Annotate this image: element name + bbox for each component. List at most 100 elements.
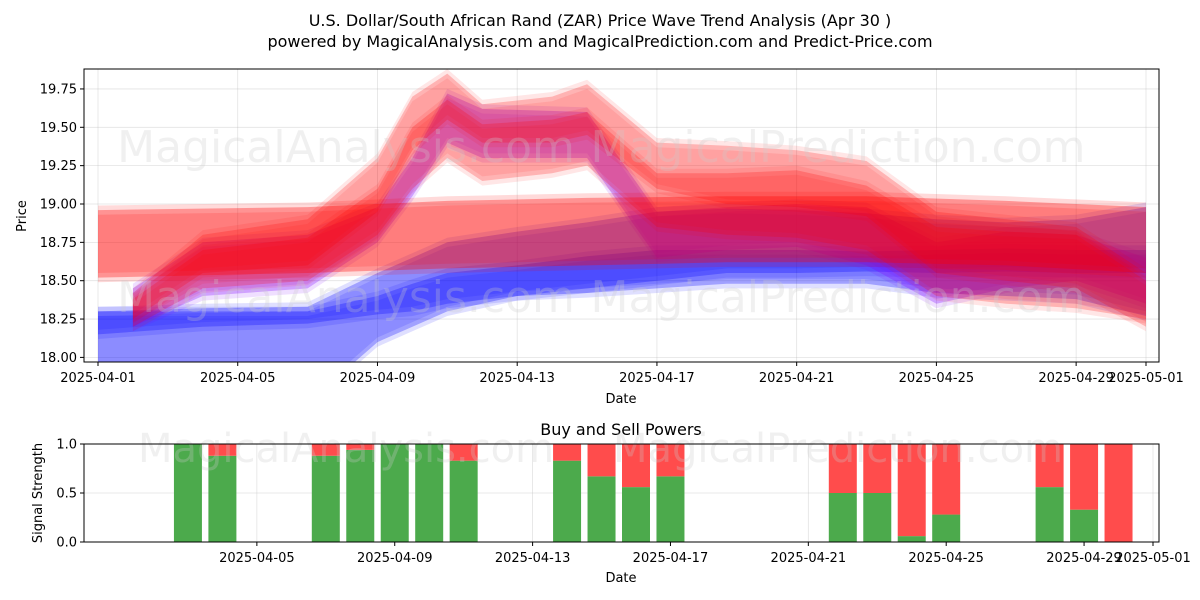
price-band-blue-trend-wide xyxy=(98,211,1146,339)
watermark-prediction-bottom: MagicalPrediction.com xyxy=(613,426,1063,472)
powers-title: Buy and Sell Powers xyxy=(540,420,702,439)
buy-bar xyxy=(173,444,202,542)
watermark-prediction-top: MagicalPrediction.com xyxy=(591,122,1086,173)
chart-title-line-1: U.S. Dollar/South African Rand (ZAR) Pri… xyxy=(309,11,892,30)
price-x-tick-label: 2025-04-13 xyxy=(479,371,555,386)
buy-bar xyxy=(415,444,444,542)
price-bands xyxy=(98,69,1146,362)
watermark-analysis-mid: MagicalAnalysis.com xyxy=(117,272,575,323)
buy-bar xyxy=(587,476,616,542)
sell-bar xyxy=(553,444,582,461)
powers-x-tick-label: 2025-04-17 xyxy=(633,551,709,566)
powers-x-tick-label: 2025-04-09 xyxy=(357,551,433,566)
buy-bar xyxy=(1035,487,1064,542)
watermark-analysis-bottom: MagicalAnalysis.com xyxy=(138,426,554,472)
watermark-prediction-mid: MagicalPrediction.com xyxy=(591,272,1086,323)
price-band-red-trend-wave-2 xyxy=(132,95,1146,323)
powers-x-axis-label: Date xyxy=(605,571,636,586)
buy-bar xyxy=(932,514,961,542)
price-x-tick-label: 2025-04-29 xyxy=(1038,371,1114,386)
sell-bar xyxy=(311,444,340,456)
powers-x-tick-label: 2025-04-29 xyxy=(1046,551,1122,566)
sell-bar xyxy=(1070,444,1099,510)
price-y-tick-label: 18.75 xyxy=(40,236,77,251)
buy-bar xyxy=(897,536,926,542)
powers-y-axis-label: Signal Strength xyxy=(31,443,46,543)
powers-x-tick-label: 2025-05-01 xyxy=(1115,551,1191,566)
price-x-tick-label: 2025-04-01 xyxy=(60,371,136,386)
chart-title-line-2: powered by MagicalAnalysis.com and Magic… xyxy=(267,32,932,51)
price-y-axis-label: Price xyxy=(15,200,30,232)
price-band-purple-trend xyxy=(132,88,1146,323)
sell-bar xyxy=(932,444,961,515)
price-y-tick-label: 18.00 xyxy=(40,351,77,366)
buy-bar xyxy=(449,460,478,542)
price-x-axis: 2025-04-01 2025-04-05 2025-04-09 2025-04-13… xyxy=(60,362,1184,386)
price-band-red-trend-wave-2 xyxy=(132,104,1146,332)
price-band-group xyxy=(98,69,1146,362)
price-band-purple-trend xyxy=(132,98,1146,332)
powers-y-tick-label: 0.0 xyxy=(56,536,77,551)
powers-x-tick-label: 2025-04-21 xyxy=(771,551,847,566)
powers-y-tick-label: 0.5 xyxy=(56,487,77,502)
price-band-red-trend-flat xyxy=(98,196,1146,278)
sell-bar xyxy=(897,444,926,537)
price-y-tick-label: 19.75 xyxy=(40,82,77,97)
price-x-tick-label: 2025-04-21 xyxy=(759,371,835,386)
sell-bar xyxy=(622,444,650,488)
sell-bar xyxy=(346,444,375,450)
sell-bar xyxy=(449,444,478,461)
powers-x-axis: 2025-04-05 2025-04-09 2025-04-13 2025-04-17… xyxy=(219,542,1191,566)
price-x-tick-label: 2025-05-01 xyxy=(1108,371,1184,386)
price-band-red-trend-wave-2 xyxy=(132,99,1146,327)
price-grid xyxy=(84,69,1159,362)
powers-bars xyxy=(173,444,1133,542)
price-panel: MagicalAnalysis.com MagicalPrediction.co… xyxy=(15,68,1184,407)
price-y-tick-label: 19.50 xyxy=(40,121,77,136)
price-band-blue-trend-low xyxy=(98,253,1146,362)
price-x-tick-label: 2025-04-25 xyxy=(899,371,975,386)
powers-y-axis: 0.0 0.5 1.0 xyxy=(56,438,84,551)
sell-bar xyxy=(1104,444,1133,542)
price-band-red-trend-wave-1 xyxy=(132,73,1146,327)
buy-bar xyxy=(828,493,857,542)
watermark-analysis-top: MagicalAnalysis.com xyxy=(117,122,575,173)
buy-bar xyxy=(208,455,237,542)
price-x-tick-label: 2025-04-09 xyxy=(340,371,416,386)
price-band-blue-trend-low xyxy=(98,243,1146,362)
powers-x-tick-label: 2025-04-05 xyxy=(219,551,295,566)
price-band-red-trend-wave-1 xyxy=(132,78,1146,332)
price-band-purple-trend xyxy=(132,93,1146,327)
sell-bar xyxy=(828,444,857,493)
price-y-tick-label: 19.25 xyxy=(40,159,77,174)
sell-bar xyxy=(208,444,237,456)
buy-bar xyxy=(553,460,582,542)
price-x-axis-label: Date xyxy=(605,392,636,407)
buy-bar xyxy=(346,449,375,542)
powers-x-tick-label: 2025-04-25 xyxy=(908,551,984,566)
price-band-blue-trend-wide xyxy=(98,202,1146,330)
powers-panel: Buy and Sell Powers MagicalAnalysis.com … xyxy=(31,420,1191,586)
price-band-red-trend-flat xyxy=(98,191,1146,273)
powers-y-tick-label: 1.0 xyxy=(56,438,77,453)
price-y-axis: 18.00 18.25 18.50 18.75 19.00 19.25 19.50 19.75 xyxy=(40,82,84,366)
price-x-tick-label: 2025-04-05 xyxy=(200,371,276,386)
sell-bar xyxy=(587,444,616,477)
sell-bar xyxy=(656,444,685,477)
price-band-blue-trend-wide xyxy=(98,207,1146,335)
price-band-red-trend-flat xyxy=(98,200,1146,283)
buy-bar xyxy=(1070,509,1099,542)
price-y-tick-label: 18.50 xyxy=(40,274,77,289)
price-x-tick-label: 2025-04-17 xyxy=(619,371,695,386)
sell-bar xyxy=(1035,444,1064,488)
price-y-tick-label: 18.25 xyxy=(40,313,77,328)
buy-bar xyxy=(622,487,650,542)
price-plot-frame xyxy=(83,68,1160,363)
powers-x-tick-label: 2025-04-13 xyxy=(495,551,571,566)
sell-bar xyxy=(863,444,892,493)
price-band-blue-trend-low xyxy=(98,248,1146,362)
price-y-tick-label: 19.00 xyxy=(40,197,77,212)
buy-bar xyxy=(863,493,892,542)
price-band-red-trend-wave-1 xyxy=(132,69,1146,323)
